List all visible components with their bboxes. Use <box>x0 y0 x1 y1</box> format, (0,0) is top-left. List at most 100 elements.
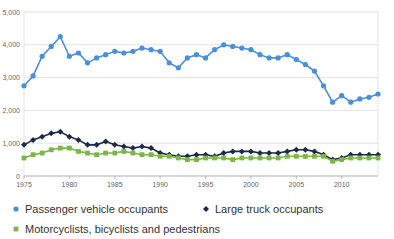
point <box>85 142 91 148</box>
x-tick <box>250 176 251 179</box>
point <box>121 143 127 149</box>
point <box>30 137 36 143</box>
x-tick <box>205 176 206 179</box>
point <box>112 151 117 156</box>
point <box>230 157 235 162</box>
point <box>21 83 26 88</box>
point <box>302 147 308 153</box>
point <box>185 55 190 60</box>
point <box>112 142 118 148</box>
point <box>112 49 117 54</box>
point <box>148 145 154 151</box>
x-tick-label: 2000 <box>243 181 259 188</box>
point <box>221 156 226 161</box>
point <box>167 60 172 65</box>
point <box>366 95 371 100</box>
point <box>275 150 281 156</box>
point <box>49 44 54 49</box>
point <box>294 154 299 159</box>
x-axis <box>24 176 378 177</box>
point <box>167 154 172 159</box>
point <box>75 137 81 143</box>
point <box>376 156 381 161</box>
point <box>257 52 262 57</box>
series-line <box>24 132 378 160</box>
point <box>321 154 326 159</box>
point <box>375 91 380 96</box>
point <box>76 50 81 55</box>
point <box>239 156 244 161</box>
point <box>258 156 263 161</box>
x-tick-label: 1985 <box>107 181 123 188</box>
point <box>49 147 54 152</box>
point <box>130 49 135 54</box>
point <box>367 156 372 161</box>
point <box>139 45 144 50</box>
point <box>149 152 154 157</box>
point <box>176 156 181 161</box>
x-tick <box>114 176 115 179</box>
point <box>230 44 235 49</box>
point <box>339 157 344 162</box>
point <box>193 152 199 158</box>
grid-line <box>24 12 378 13</box>
point <box>221 42 226 47</box>
series-line <box>24 148 378 161</box>
x-tick-label: 1990 <box>152 181 168 188</box>
x-tick-label: 1995 <box>198 181 214 188</box>
point <box>276 156 281 161</box>
point <box>40 54 45 59</box>
y-tick-label: 5,000 <box>2 9 20 16</box>
legend-label: Motorcyclists, bicyclists and pedestrian… <box>25 223 221 235</box>
x-tick-label: 2010 <box>334 181 350 188</box>
grid-line <box>24 176 378 177</box>
point <box>103 139 109 145</box>
point <box>103 52 108 57</box>
point <box>293 147 299 153</box>
point <box>94 55 99 60</box>
legend-label: Large truck occupants <box>215 203 324 215</box>
chart: 01,0002,0003,0004,0005,00019751980198519… <box>0 0 394 239</box>
point <box>66 134 72 140</box>
point <box>348 100 353 105</box>
point <box>185 157 190 162</box>
point <box>339 93 344 98</box>
legend-marker <box>203 206 209 212</box>
x-tick-label: 2005 <box>289 181 305 188</box>
point <box>303 62 308 67</box>
point <box>148 47 153 52</box>
y-axis <box>24 12 25 176</box>
point <box>257 150 263 156</box>
point <box>31 152 36 157</box>
point <box>103 151 108 156</box>
point <box>303 154 308 159</box>
point <box>130 145 136 151</box>
x-tick <box>296 176 297 179</box>
point <box>94 152 99 157</box>
y-tick-label: 4,000 <box>2 41 20 48</box>
series-line <box>24 37 378 103</box>
point <box>285 52 290 57</box>
y-tick-label: 1,000 <box>2 140 20 147</box>
point <box>85 60 90 65</box>
x-tick <box>160 176 161 179</box>
point <box>212 156 217 161</box>
x-tick <box>24 176 25 179</box>
point <box>194 52 199 57</box>
x-tick <box>341 176 342 179</box>
grid-line <box>24 44 378 45</box>
point <box>239 148 245 154</box>
point <box>266 55 271 60</box>
y-tick-label: 3,000 <box>2 74 20 81</box>
point <box>248 148 254 154</box>
point <box>67 146 72 151</box>
legend-marker <box>14 227 19 232</box>
point <box>22 156 27 161</box>
point <box>158 49 163 54</box>
point <box>230 148 236 154</box>
point <box>276 55 281 60</box>
point <box>267 156 272 161</box>
x-tick-label: 1980 <box>62 181 78 188</box>
point <box>58 34 63 39</box>
point <box>348 156 353 161</box>
